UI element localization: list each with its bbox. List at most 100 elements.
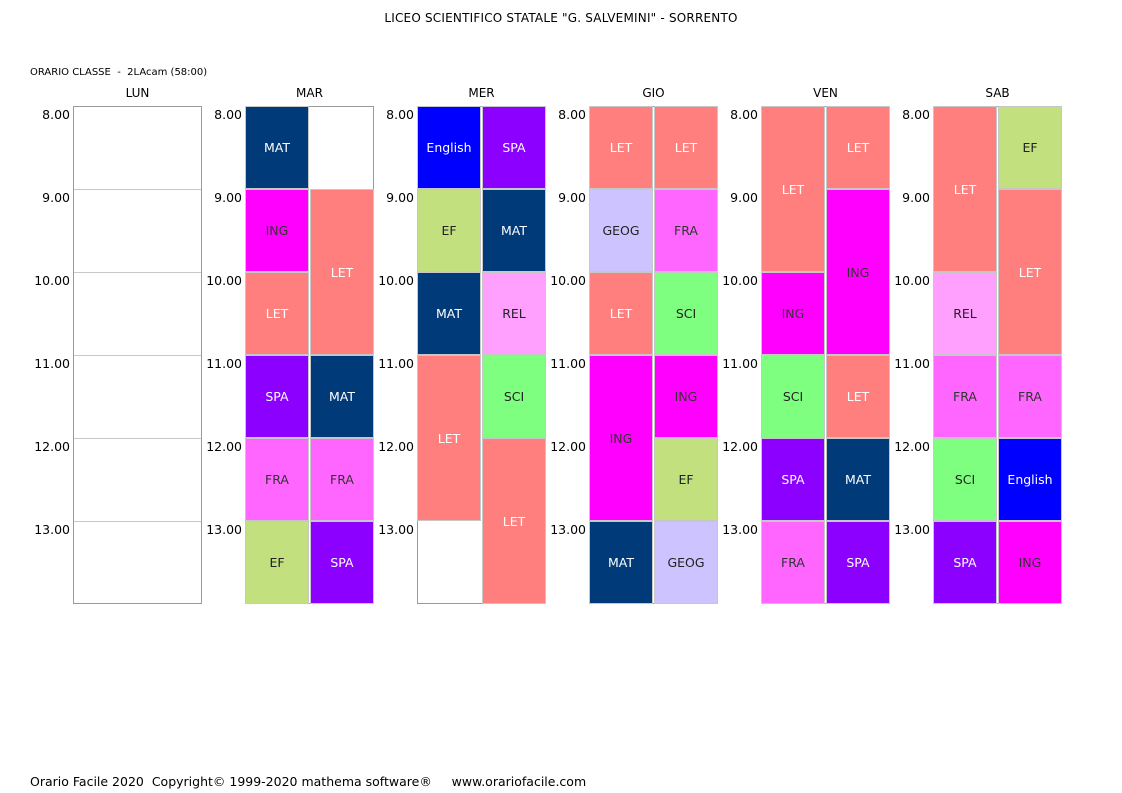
lesson-sci: SCI (654, 272, 718, 355)
hour-label: 13.00 (378, 522, 414, 537)
hour-divider (74, 355, 201, 356)
footer-copyright: Orario Facile 2020 Copyright© 1999-2020 … (30, 774, 587, 789)
lesson-let: LET (417, 355, 481, 521)
lesson-geog: GEOG (654, 521, 718, 604)
lesson-ing: ING (245, 189, 309, 272)
hour-label: 10.00 (894, 273, 930, 288)
hour-label: 8.00 (214, 107, 242, 122)
hour-label: 9.00 (386, 190, 414, 205)
lesson-english: English (417, 106, 481, 189)
lesson-ef: EF (998, 106, 1062, 189)
lesson-let: LET (245, 272, 309, 355)
lesson-let: LET (761, 106, 825, 272)
lesson-rel: REL (933, 272, 997, 355)
lesson-fra: FRA (245, 438, 309, 521)
hour-label: 12.00 (34, 439, 70, 454)
lesson-let: LET (589, 106, 653, 189)
hour-label: 8.00 (42, 107, 70, 122)
hour-label: 11.00 (378, 356, 414, 371)
hour-divider (74, 189, 201, 190)
lesson-fra: FRA (998, 355, 1062, 438)
hour-label: 13.00 (550, 522, 586, 537)
lesson-mat: MAT (417, 272, 481, 355)
lesson-spa: SPA (245, 355, 309, 438)
day-header-lun: LUN (125, 86, 150, 100)
hour-label: 8.00 (558, 107, 586, 122)
hour-label: 13.00 (34, 522, 70, 537)
lesson-ing: ING (826, 189, 890, 355)
lesson-let: LET (654, 106, 718, 189)
lesson-mat: MAT (310, 355, 374, 438)
lesson-fra: FRA (761, 521, 825, 604)
class-schedule-label: ORARIO CLASSE - 2LAcam (58:00) (30, 67, 208, 78)
lesson-mat: MAT (826, 438, 890, 521)
hour-label: 9.00 (558, 190, 586, 205)
lesson-let: LET (826, 106, 890, 189)
lesson-spa: SPA (761, 438, 825, 521)
hour-label: 9.00 (214, 190, 242, 205)
lesson-spa: SPA (310, 521, 374, 604)
lesson-sci: SCI (933, 438, 997, 521)
hour-label: 9.00 (42, 190, 70, 205)
lesson-spa: SPA (482, 106, 546, 189)
hour-label: 10.00 (378, 273, 414, 288)
hour-label: 10.00 (206, 273, 242, 288)
hour-label: 12.00 (206, 439, 242, 454)
hour-label: 11.00 (722, 356, 758, 371)
lesson-fra: FRA (933, 355, 997, 438)
hour-label: 12.00 (378, 439, 414, 454)
lesson-ef: EF (245, 521, 309, 604)
hour-label: 13.00 (722, 522, 758, 537)
lesson-let: LET (589, 272, 653, 355)
lesson-ing: ING (589, 355, 653, 521)
lesson-mat: MAT (482, 189, 546, 272)
day-header-sab: SAB (985, 86, 1010, 100)
hour-label: 12.00 (550, 439, 586, 454)
lesson-english: English (998, 438, 1062, 521)
hour-label: 9.00 (730, 190, 758, 205)
lesson-let: LET (998, 189, 1062, 355)
lesson-geog: GEOG (589, 189, 653, 272)
lesson-sci: SCI (482, 355, 546, 438)
day-header-gio: GIO (642, 86, 665, 100)
lesson-mat: MAT (245, 106, 309, 189)
day-header-mar: MAR (296, 86, 323, 100)
lesson-ing: ING (998, 521, 1062, 604)
lesson-let: LET (310, 189, 374, 355)
day-column-lun (73, 106, 202, 604)
lesson-spa: SPA (933, 521, 997, 604)
hour-label: 13.00 (206, 522, 242, 537)
lesson-fra: FRA (310, 438, 374, 521)
hour-label: 11.00 (34, 356, 70, 371)
lesson-let: LET (826, 355, 890, 438)
hour-label: 12.00 (722, 439, 758, 454)
hour-label: 9.00 (902, 190, 930, 205)
hour-label: 10.00 (722, 273, 758, 288)
hour-label: 10.00 (550, 273, 586, 288)
lesson-ing: ING (654, 355, 718, 438)
lesson-ef: EF (417, 189, 481, 272)
hour-label: 8.00 (730, 107, 758, 122)
lesson-fra: FRA (654, 189, 718, 272)
hour-divider (74, 521, 201, 522)
hour-label: 11.00 (206, 356, 242, 371)
lesson-spa: SPA (826, 521, 890, 604)
hour-label: 11.00 (550, 356, 586, 371)
hour-label: 12.00 (894, 439, 930, 454)
lesson-mat: MAT (589, 521, 653, 604)
lesson-sci: SCI (761, 355, 825, 438)
hour-label: 8.00 (902, 107, 930, 122)
lesson-ing: ING (761, 272, 825, 355)
hour-label: 13.00 (894, 522, 930, 537)
lesson-let: LET (482, 438, 546, 604)
hour-label: 10.00 (34, 273, 70, 288)
hour-divider (74, 272, 201, 273)
day-header-mer: MER (468, 86, 495, 100)
school-title: LICEO SCIENTIFICO STATALE "G. SALVEMINI"… (384, 11, 738, 25)
hour-label: 11.00 (894, 356, 930, 371)
lesson-rel: REL (482, 272, 546, 355)
lesson-let: LET (933, 106, 997, 272)
day-header-ven: VEN (813, 86, 838, 100)
hour-divider (74, 438, 201, 439)
hour-label: 8.00 (386, 107, 414, 122)
